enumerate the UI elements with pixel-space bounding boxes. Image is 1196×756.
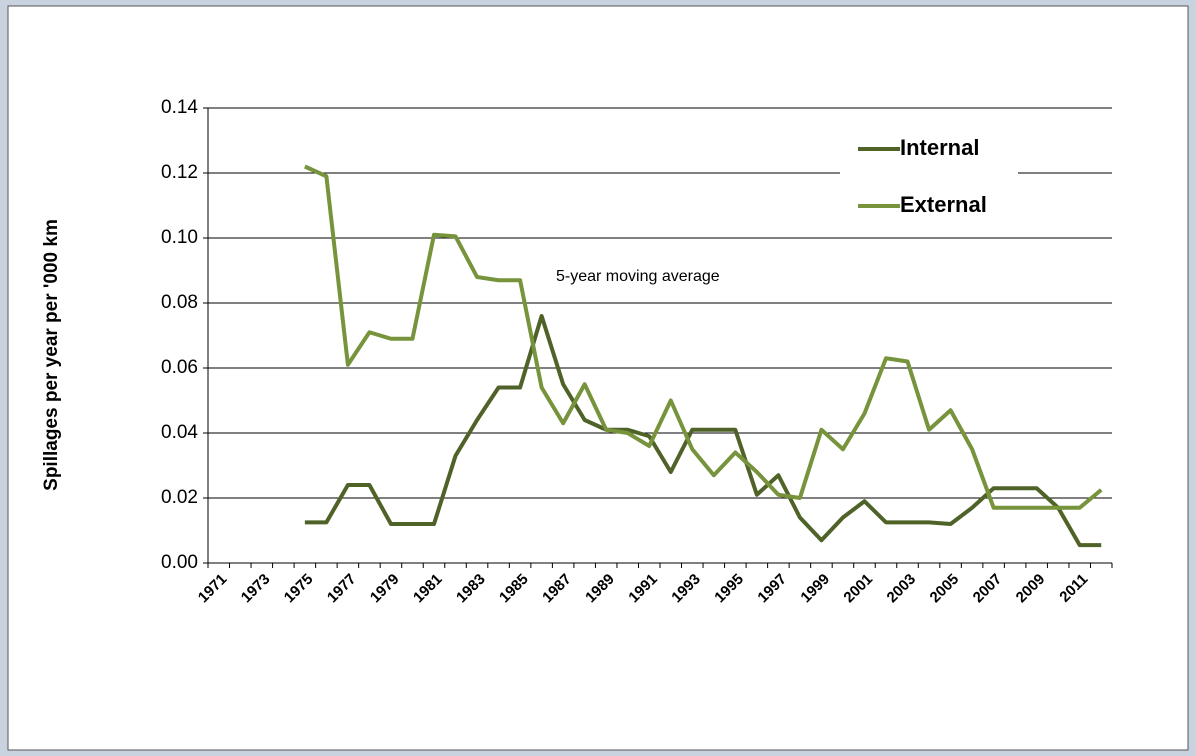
y-axis-label: Spillages per year per '000 km	[41, 219, 62, 491]
series-line	[304, 314, 1102, 548]
y-tick-label: 0.04	[161, 422, 198, 443]
y-tick-label: 0.12	[161, 162, 198, 183]
y-tick-label: 0.06	[161, 357, 198, 378]
legend-label: Internal	[900, 135, 979, 160]
y-tick-label: 0.02	[161, 487, 198, 508]
legend-label: External	[900, 192, 987, 217]
y-tick-label: 0.14	[161, 97, 198, 118]
legend-box	[840, 128, 1018, 228]
y-tick-label: 0.00	[161, 552, 198, 573]
annotation: 5-year moving average	[556, 268, 720, 285]
y-tick-label: 0.08	[161, 292, 198, 313]
y-tick-label: 0.10	[161, 227, 198, 248]
series-line	[304, 164, 1103, 510]
